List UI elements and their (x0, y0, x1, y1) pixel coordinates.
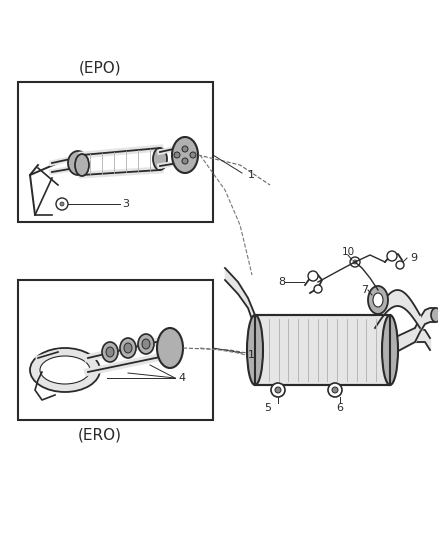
Text: 7: 7 (361, 285, 368, 295)
Ellipse shape (382, 315, 398, 385)
Ellipse shape (314, 285, 322, 293)
Text: 1: 1 (248, 170, 255, 180)
Ellipse shape (350, 257, 360, 267)
Ellipse shape (373, 293, 383, 307)
Text: 3: 3 (122, 199, 129, 209)
Ellipse shape (387, 251, 397, 261)
Ellipse shape (68, 151, 88, 175)
Ellipse shape (271, 383, 285, 397)
Ellipse shape (75, 154, 89, 176)
Ellipse shape (153, 148, 167, 170)
Ellipse shape (124, 343, 132, 353)
Bar (18, 82, 213, 222)
Text: (EPO): (EPO) (79, 61, 121, 76)
Ellipse shape (275, 387, 281, 393)
Ellipse shape (247, 315, 263, 385)
Ellipse shape (157, 328, 183, 368)
Ellipse shape (106, 347, 114, 357)
Text: (ERO): (ERO) (78, 427, 122, 442)
Ellipse shape (174, 152, 180, 158)
Ellipse shape (328, 383, 342, 397)
Ellipse shape (120, 338, 136, 358)
Bar (255, 315, 390, 385)
Ellipse shape (172, 137, 198, 173)
Ellipse shape (56, 198, 68, 210)
Ellipse shape (332, 387, 338, 393)
Ellipse shape (138, 334, 154, 354)
Ellipse shape (396, 261, 404, 269)
Ellipse shape (40, 356, 90, 384)
Ellipse shape (190, 152, 196, 158)
Ellipse shape (182, 158, 188, 164)
Ellipse shape (30, 348, 100, 392)
Ellipse shape (353, 260, 357, 264)
Ellipse shape (431, 308, 438, 322)
Text: 1: 1 (248, 350, 255, 360)
Text: 10: 10 (342, 247, 355, 257)
Ellipse shape (102, 342, 118, 362)
Ellipse shape (368, 286, 388, 314)
Ellipse shape (60, 202, 64, 206)
Text: 9: 9 (410, 253, 417, 263)
Ellipse shape (182, 146, 188, 152)
Bar (18, 280, 213, 420)
Text: 6: 6 (336, 403, 343, 413)
Ellipse shape (142, 339, 150, 349)
Ellipse shape (308, 271, 318, 281)
Text: 4: 4 (178, 373, 185, 383)
Text: 5: 5 (265, 403, 272, 413)
Text: 8: 8 (278, 277, 285, 287)
Bar (255, 315, 390, 385)
